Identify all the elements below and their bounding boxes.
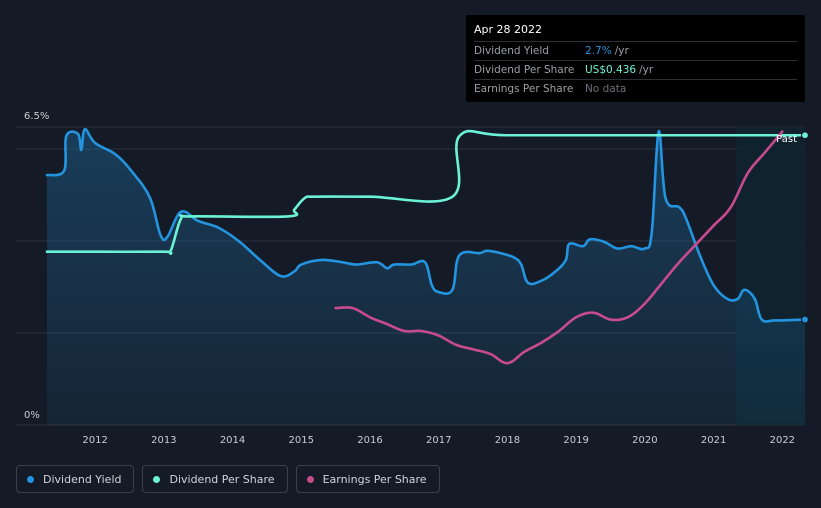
data-tooltip: Apr 28 2022 Dividend Yield 2.7% /yr Divi…: [466, 15, 805, 102]
tooltip-label: Dividend Yield: [474, 45, 549, 57]
x-axis-ticks: 2012 2013 2014 2015 2016 2017 2018 2019 2020 2021…: [82, 435, 795, 446]
x-tick-label: 2018: [495, 435, 520, 446]
tooltip-label: Earnings Per Share: [474, 83, 574, 95]
series-layer: [45, 127, 810, 425]
x-tick-label: 2017: [426, 435, 451, 446]
legend-item-earnings-per-share[interactable]: Earnings Per Share: [295, 465, 440, 493]
x-tick-label: 2022: [770, 435, 795, 446]
dividend-yield-area: [47, 129, 805, 425]
x-tick-label: 2020: [632, 435, 657, 446]
x-tick-label: 2016: [357, 435, 382, 446]
y-axis-min-label: 0%: [24, 410, 40, 421]
legend-item-dividend-per-share[interactable]: Dividend Per Share: [142, 465, 288, 493]
x-tick-label: 2014: [220, 435, 245, 446]
x-tick-label: 2021: [701, 435, 726, 446]
tooltip-value: No data: [585, 83, 627, 95]
x-tick-label: 2012: [82, 435, 107, 446]
dividend-yield-end-point: [800, 315, 810, 324]
tooltip-value: US$0.436: [585, 64, 637, 76]
x-tick-label: 2013: [151, 435, 176, 446]
x-tick-label: 2015: [289, 435, 314, 446]
legend-label: Dividend Yield: [43, 472, 122, 486]
legend-label: Dividend Per Share: [169, 472, 275, 486]
earnings-per-share-line: [334, 130, 784, 365]
legend-dot-icon: [306, 475, 314, 483]
dividend-per-share-end-point: [800, 131, 810, 140]
legend-label: Earnings Per Share: [322, 472, 427, 486]
tooltip-date: Apr 28 2022: [474, 23, 543, 36]
tooltip-unit: /yr: [614, 45, 629, 57]
dividend-per-share-line: [45, 129, 807, 255]
x-tick-label: 2019: [563, 435, 588, 446]
legend-dot-icon: [27, 475, 34, 483]
tooltip-row-dividend-per-share: Dividend Per Share US$0.436 /yr: [474, 60, 797, 79]
y-axis-max-label: 6.5%: [24, 111, 49, 122]
tooltip-row-earnings-per-share: Earnings Per Share No data: [474, 79, 797, 98]
legend-item-dividend-yield[interactable]: Dividend Yield: [16, 465, 135, 493]
legend-dot-icon: [153, 475, 161, 483]
tooltip-label: Dividend Per Share: [474, 64, 575, 76]
chart-legend: Dividend Yield Dividend Per Share Earnin…: [16, 465, 440, 493]
past-label: Past: [776, 134, 797, 145]
dividend-yield-line: [45, 127, 807, 323]
tooltip-row-dividend-yield: Dividend Yield 2.7% /yr: [474, 41, 797, 60]
tooltip-unit: /yr: [639, 64, 654, 76]
tooltip-value: 2.7%: [585, 45, 612, 57]
